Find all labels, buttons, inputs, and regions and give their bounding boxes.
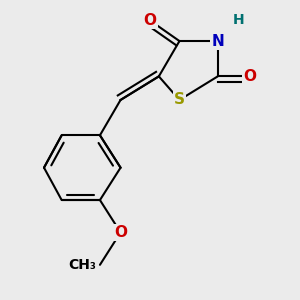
Text: CH₃: CH₃ bbox=[68, 258, 96, 272]
Text: O: O bbox=[244, 69, 256, 84]
Text: O: O bbox=[143, 13, 157, 28]
Text: O: O bbox=[114, 225, 127, 240]
Text: N: N bbox=[211, 34, 224, 49]
Text: S: S bbox=[174, 92, 185, 107]
Text: H: H bbox=[232, 14, 244, 27]
